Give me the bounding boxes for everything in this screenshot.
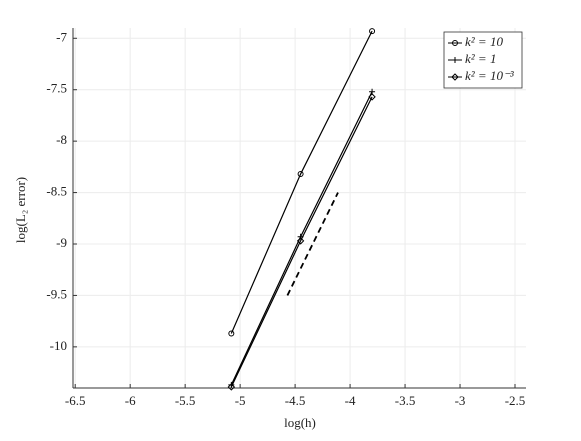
x-tick-label: -4	[345, 393, 356, 408]
y-tick-label: -9.5	[46, 286, 67, 301]
y-tick-label: -8	[56, 132, 67, 147]
x-tick-label: -6	[125, 393, 136, 408]
y-tick-label: -10	[50, 338, 67, 353]
legend-label: k² = 10	[465, 34, 503, 49]
marker	[228, 330, 235, 337]
reference-line	[286, 192, 339, 296]
legend-label: k² = 10⁻³	[465, 68, 515, 83]
marker	[452, 40, 458, 46]
marker	[227, 383, 236, 391]
y-tick-label: -7	[56, 29, 67, 44]
x-tick-label: -6.5	[65, 393, 86, 408]
marker	[296, 237, 305, 245]
y-axis-label: log(L₂ error)	[13, 177, 28, 243]
marker	[297, 171, 304, 178]
series-line	[230, 96, 373, 388]
y-tick-label: -8.5	[46, 184, 67, 199]
marker	[369, 28, 376, 35]
marker	[368, 93, 376, 101]
x-tick-label: -3	[455, 393, 466, 408]
series-line	[230, 30, 373, 334]
x-tick-label: -5.5	[175, 393, 196, 408]
x-tick-label: -4.5	[285, 393, 306, 408]
x-tick-label: -3.5	[395, 393, 416, 408]
y-tick-label: -9	[56, 235, 67, 250]
legend-label: k² = 1	[465, 51, 496, 66]
marker	[451, 73, 459, 81]
x-axis-label: log(h)	[284, 415, 316, 430]
x-tick-label: -2.5	[505, 393, 526, 408]
y-tick-label: -7.5	[46, 81, 67, 96]
x-tick-label: -5	[235, 393, 246, 408]
marker	[452, 57, 458, 63]
